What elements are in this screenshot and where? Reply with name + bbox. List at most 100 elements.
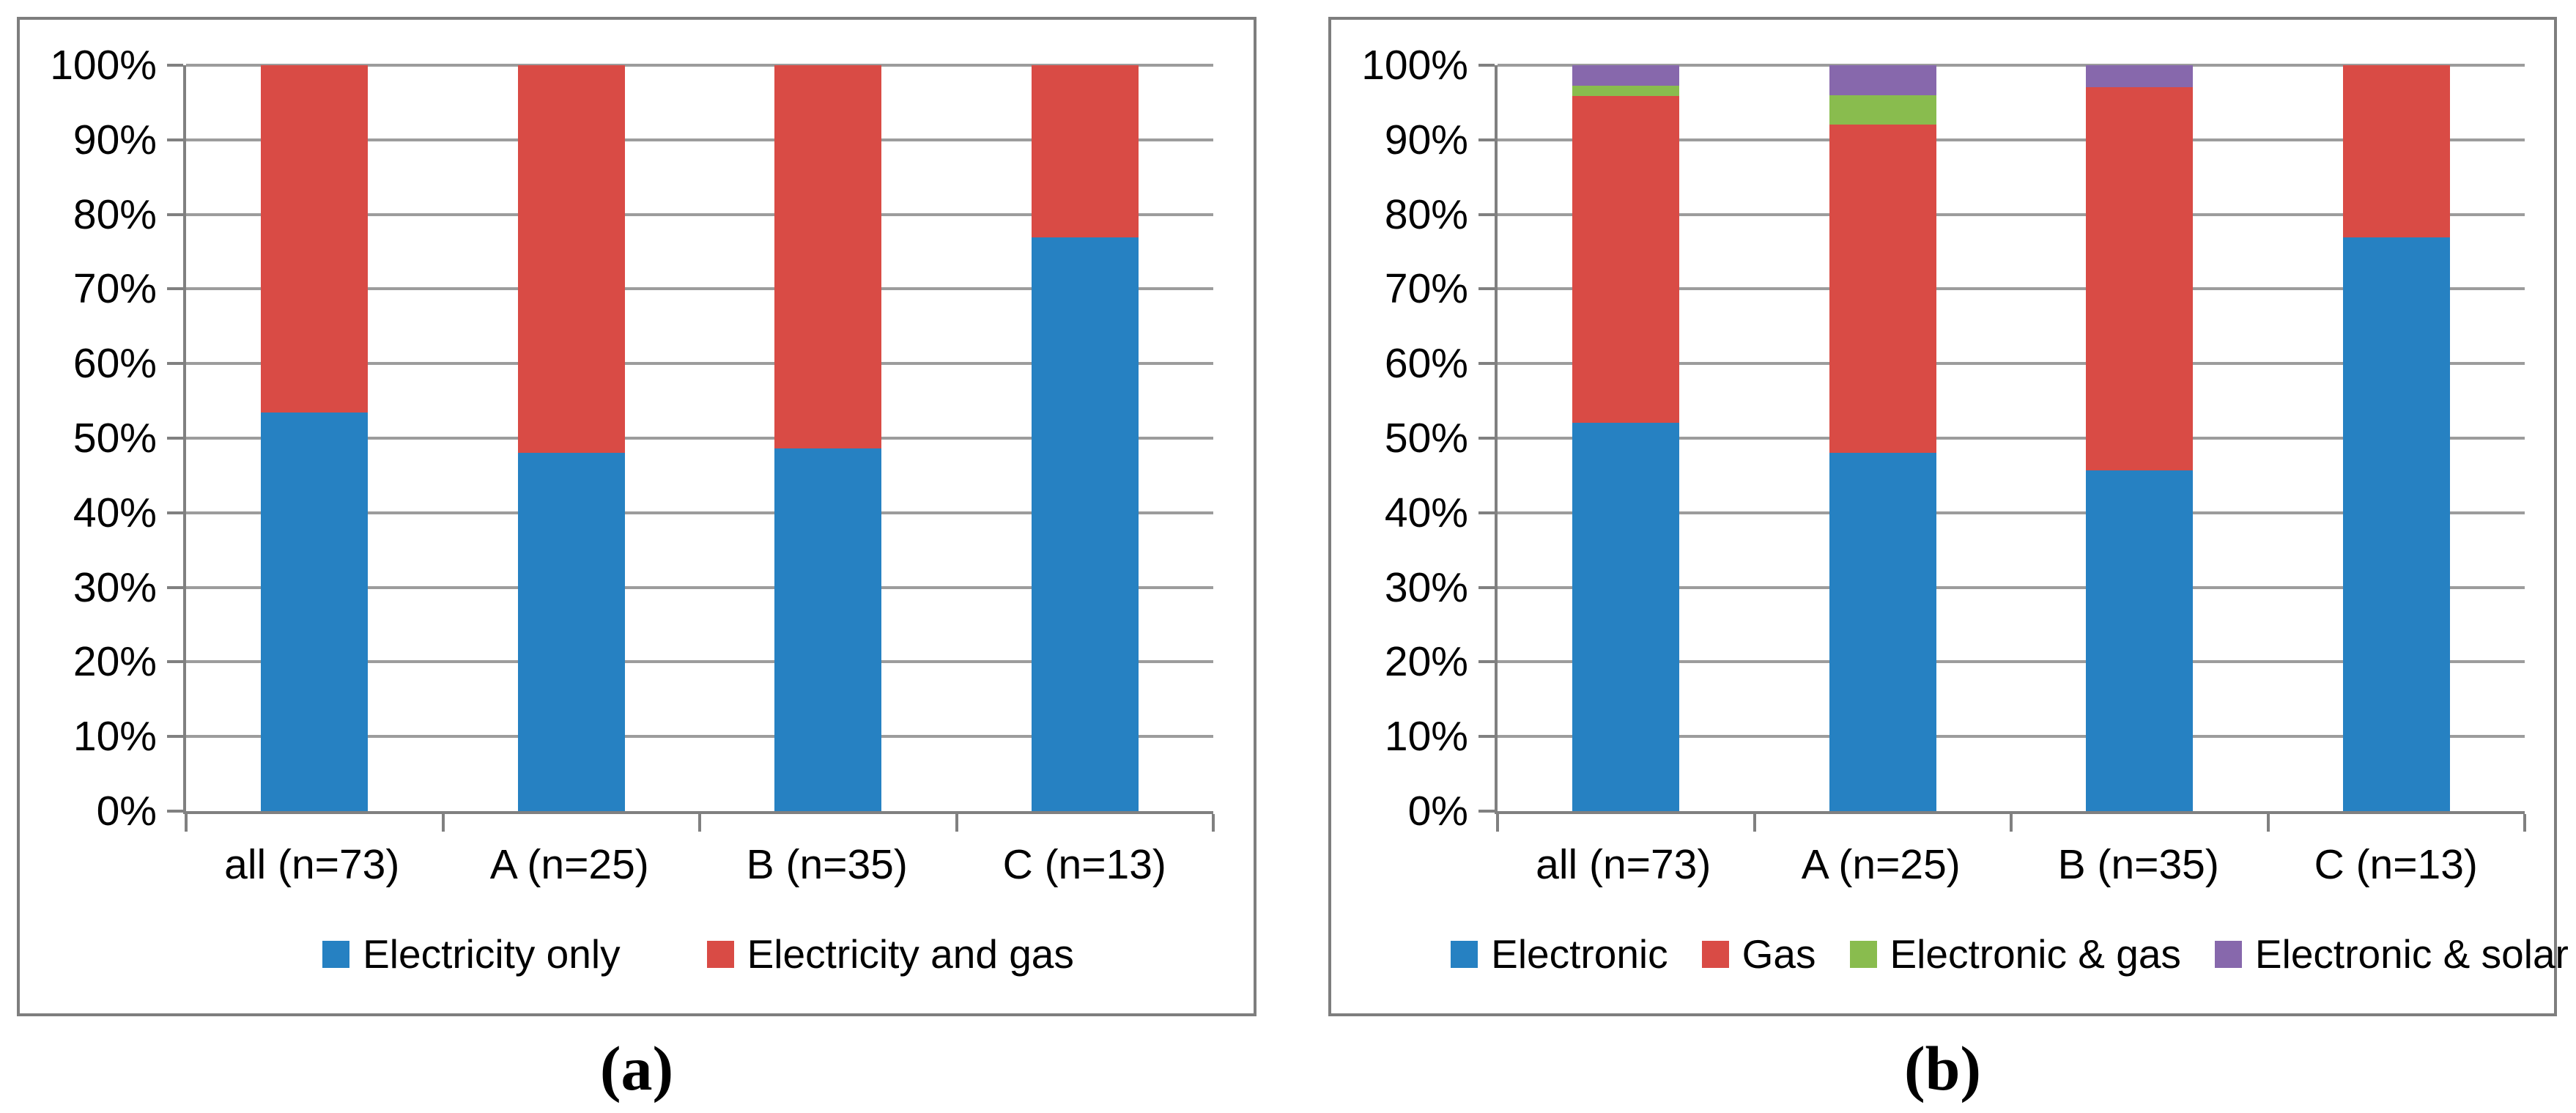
y-axis-tick: [1478, 212, 1495, 216]
y-tick-label: 100%: [50, 42, 157, 89]
stacked-bar-all (n=73): [1572, 65, 1680, 811]
y-tick-label: 60%: [1384, 340, 1468, 388]
bar-segment-Electronic & solar: [1829, 65, 1936, 95]
legend-item: Electricity only: [322, 931, 621, 977]
x-axis-tick: [1212, 814, 1215, 832]
category-label: A (n=25): [489, 841, 649, 888]
stacked-bar-C (n=13): [1031, 65, 1139, 811]
y-axis-tick: [167, 585, 183, 589]
legend-swatch: [1451, 940, 1478, 968]
bar-segment-Electronic: [1572, 422, 1680, 811]
legend-a: Electricity only Electricity and gas: [183, 933, 1213, 975]
stacked-bar-A (n=25): [1829, 65, 1936, 811]
category-label: C (n=13): [1002, 841, 1166, 888]
gridline-60: [186, 362, 1213, 366]
x-axis-tick: [698, 814, 701, 832]
y-axis-tick: [167, 511, 183, 514]
x-axis-tick: [2266, 814, 2270, 832]
bar-segment-Electronic: [1829, 453, 1936, 811]
category-label: all (n=73): [1536, 841, 1711, 888]
stacked-bar-all (n=73): [261, 65, 369, 811]
bar-segment-Electricity and gas: [774, 65, 882, 449]
x-axis-tick: [2010, 814, 2013, 832]
legend-swatch: [706, 940, 734, 968]
legend-label: Electronic: [1491, 931, 1668, 977]
y-axis-tick: [1478, 362, 1495, 366]
y-tick-label: 70%: [73, 265, 157, 313]
y-axis-tick: [1478, 437, 1495, 440]
bar-segment-Gas: [1829, 125, 1936, 454]
x-axis-tick: [1753, 814, 1756, 832]
gridline-100: [1498, 64, 2525, 67]
gridline-20: [1498, 660, 2525, 664]
bar-segment-Electricity only: [261, 413, 369, 811]
gridline-10: [1498, 735, 2525, 739]
legend-label: Electricity only: [363, 931, 621, 977]
category-axis-b: all (n=73) A (n=25) B (n=35) C (n=13): [1495, 842, 2525, 887]
bar-segment-Electronic: [2086, 470, 2194, 811]
y-tick-label: 40%: [1384, 489, 1468, 536]
category-label: all (n=73): [224, 841, 400, 888]
x-axis-tick: [2523, 814, 2526, 832]
bar-segment-Electricity and gas: [261, 65, 369, 413]
gridline-50: [186, 437, 1213, 440]
x-axis-tick: [955, 814, 958, 832]
gridline-90: [186, 138, 1213, 141]
category-label: B (n=35): [2057, 841, 2219, 888]
y-tick-label: 40%: [73, 489, 157, 536]
legend-swatch: [322, 940, 350, 968]
y-tick-label: 20%: [1384, 638, 1468, 686]
plot-area-b: 0% 10% 20% 30% 40% 50% 60% 70% 80% 90% 100%: [1361, 43, 2526, 833]
gridline-30: [1498, 585, 2525, 589]
stacked-bar-A (n=25): [517, 65, 625, 811]
caption-a: (a): [599, 1033, 674, 1103]
gridline-50: [1498, 437, 2525, 440]
y-tick-label: 20%: [73, 638, 157, 686]
gridline-80: [186, 212, 1213, 216]
y-tick-label: 60%: [73, 340, 157, 388]
bar-segment-Electricity only: [774, 448, 882, 811]
category-label: A (n=25): [1801, 841, 1961, 888]
y-axis-tick: [1478, 810, 1495, 813]
bar-segment-Electronic: [2342, 237, 2450, 811]
y-tick-label: 80%: [1384, 191, 1468, 238]
gridline-90: [1498, 138, 2525, 141]
legend-label: Gas: [1742, 931, 1816, 977]
y-axis-tick: [1478, 287, 1495, 291]
bar-segment-Electricity only: [517, 453, 625, 811]
y-axis-tick: [1478, 735, 1495, 739]
bar-segment-Electronic & solar: [1572, 65, 1680, 86]
y-axis-tick: [1478, 511, 1495, 514]
y-tick-label: 10%: [1384, 713, 1468, 761]
legend-item: Electronic & solar: [2214, 933, 2569, 975]
gridline-40: [186, 511, 1213, 514]
y-tick-label: 30%: [73, 563, 157, 611]
bar-segment-Gas: [2086, 86, 2194, 470]
y-axis-tick: [167, 287, 183, 291]
y-tick-label: 30%: [1384, 563, 1468, 611]
legend-item: Electronic: [1451, 933, 1668, 975]
legend-swatch: [1849, 940, 1877, 968]
category-axis-a: all (n=73) A (n=25) B (n=35) C (n=13): [183, 842, 1213, 887]
x-axis-tick: [185, 814, 188, 832]
gridline-20: [186, 660, 1213, 664]
y-tick-label: 80%: [73, 191, 157, 238]
legend-b: Electronic Gas Electronic & gas Electronic …: [1451, 931, 2569, 977]
y-axis-tick: [167, 64, 183, 67]
y-axis-tick: [1478, 660, 1495, 664]
y-tick-label: 10%: [73, 713, 157, 761]
gridline-70: [186, 287, 1213, 291]
gridline-30: [186, 585, 1213, 589]
x-axis-tick: [1496, 814, 1499, 832]
legend-label: Electronic & gas: [1890, 931, 2181, 977]
legend-item: Electricity and gas: [706, 933, 1074, 975]
y-tick-label: 90%: [1384, 116, 1468, 163]
y-axis-tick: [167, 437, 183, 440]
y-axis-tick: [167, 735, 183, 739]
bar-segment-Gas: [1572, 95, 1680, 423]
y-tick-label: 50%: [1384, 415, 1468, 462]
legend-item: Gas: [1701, 931, 1816, 977]
caption-b: (b): [1903, 1033, 1982, 1103]
gridline-60: [1498, 362, 2525, 366]
plot-area-a: 0% 10% 20% 30% 40% 50% 60% 70% 80% 90% 100%: [50, 43, 1215, 833]
